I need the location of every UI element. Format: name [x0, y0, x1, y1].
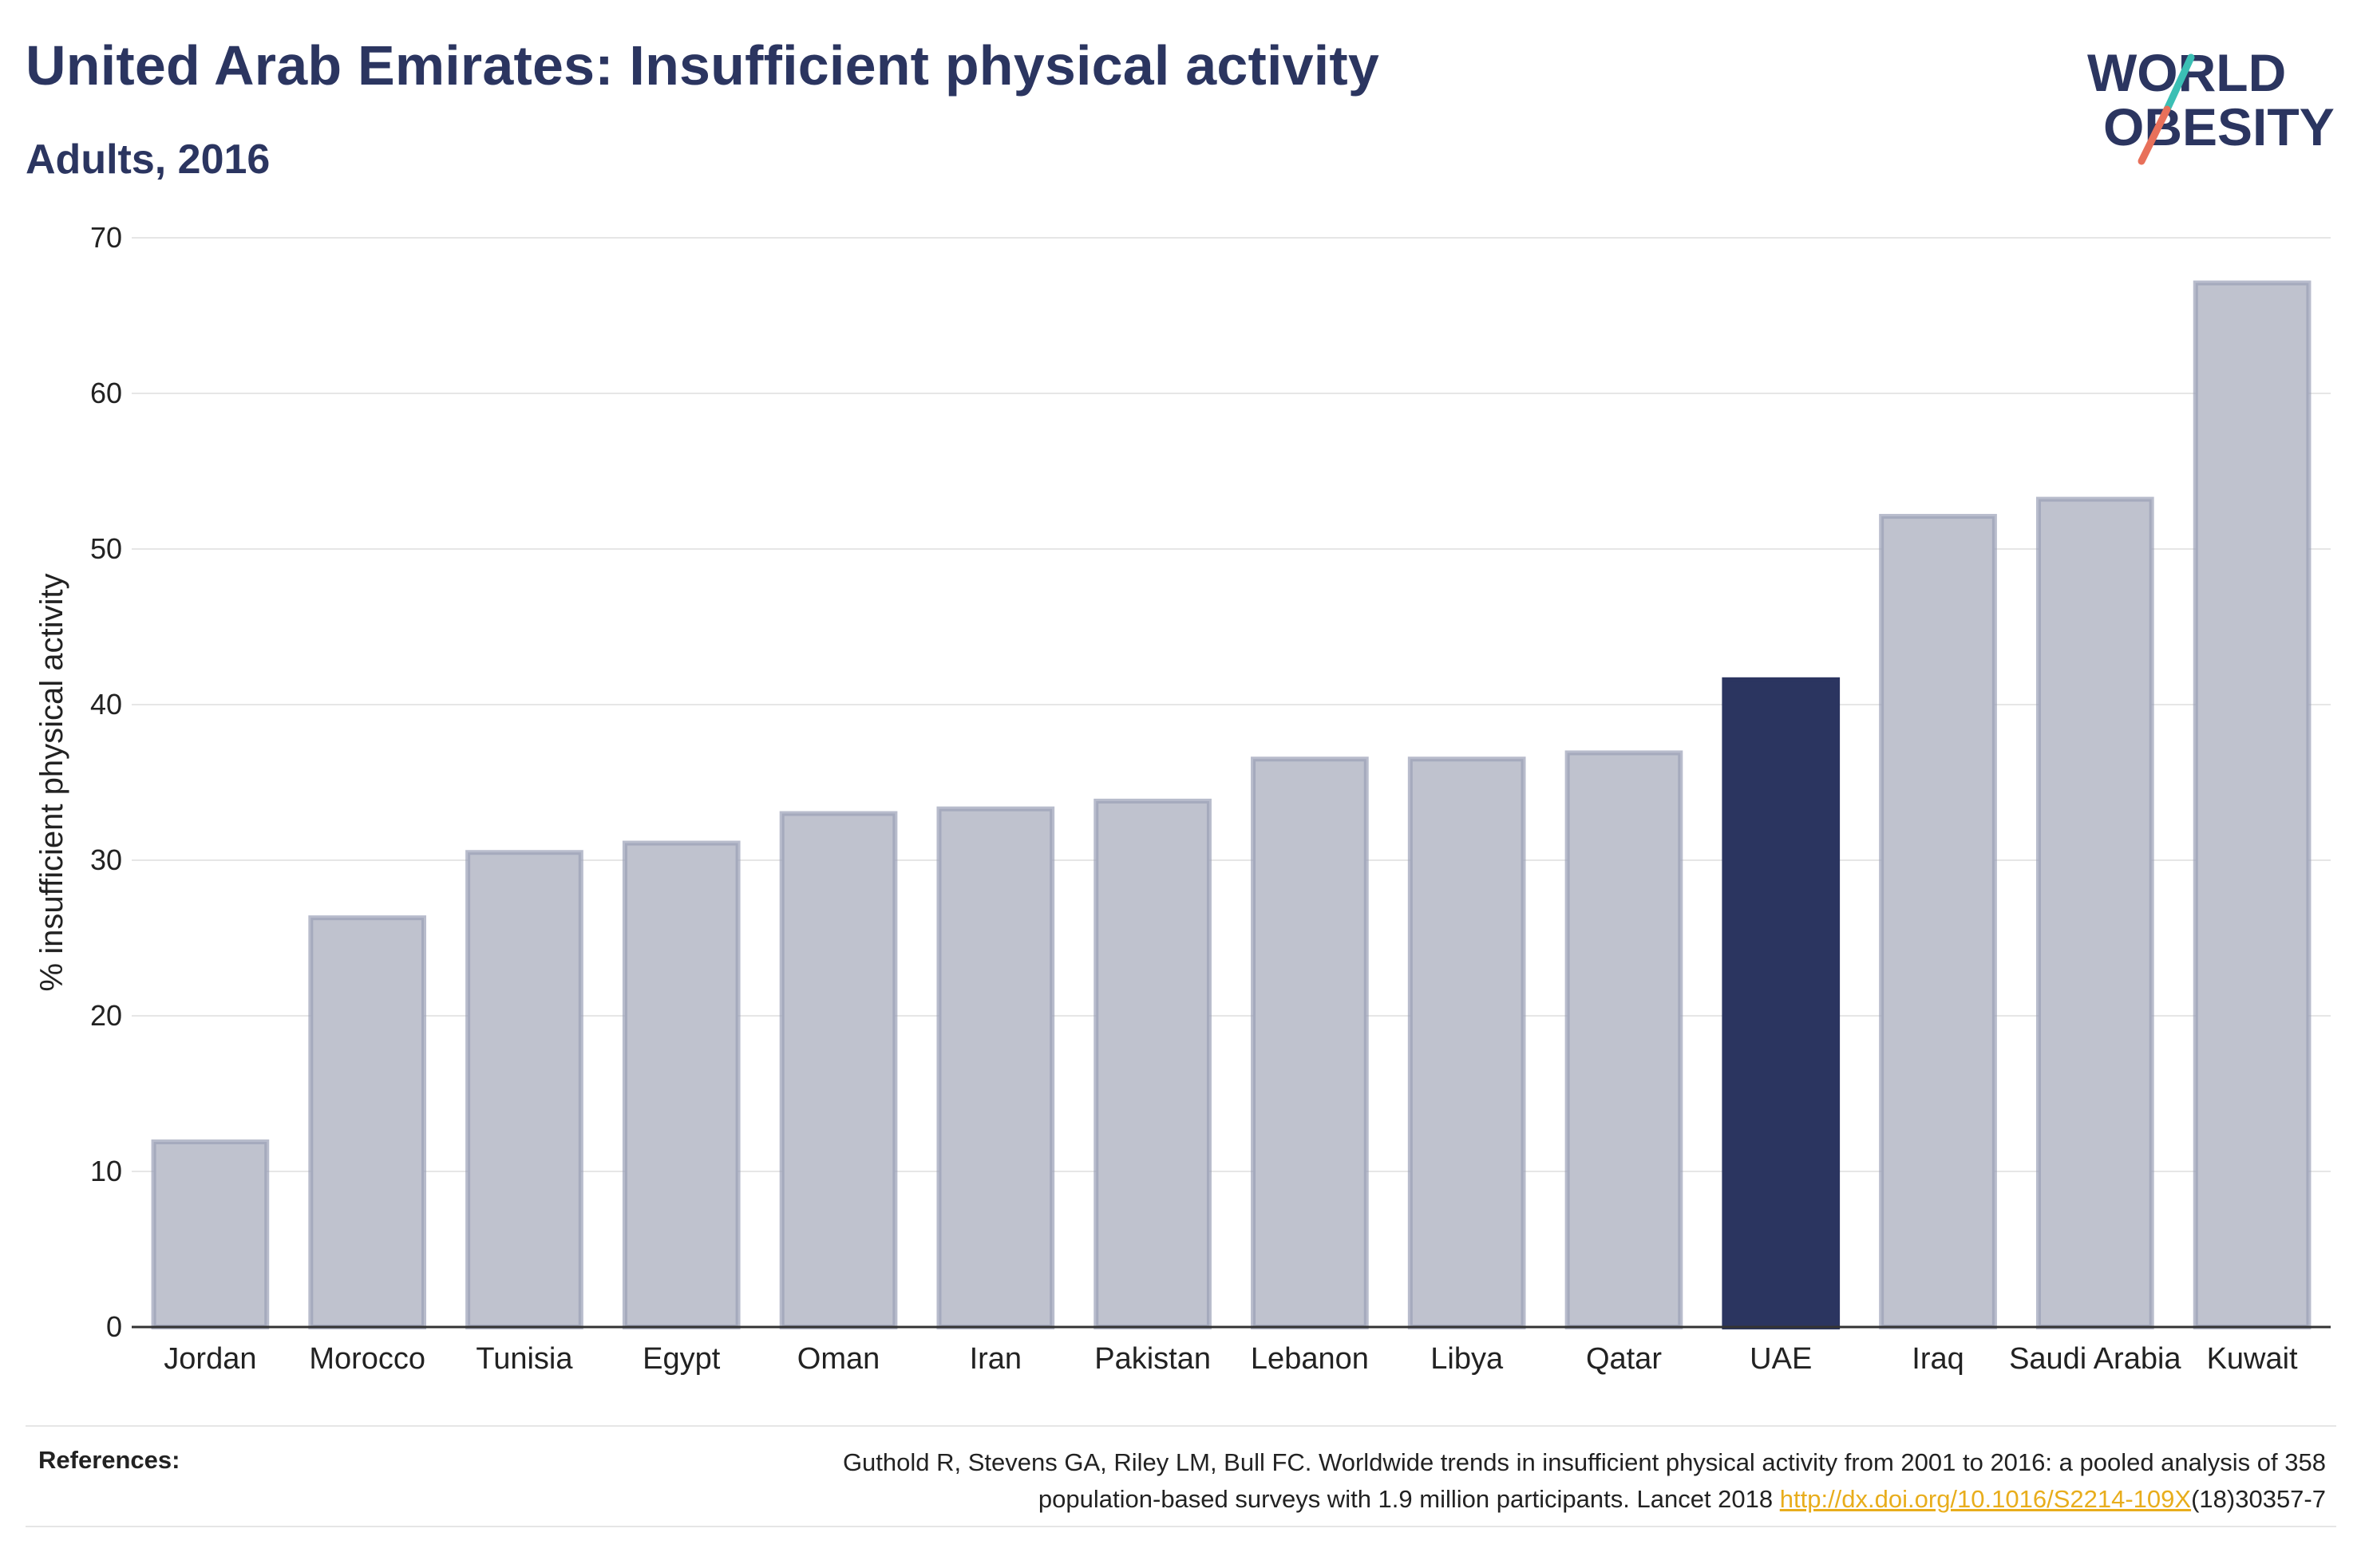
- chart-title: United Arab Emirates: Insufficient physi…: [26, 34, 1380, 97]
- bar-tunisia: [465, 850, 583, 1329]
- bar-egypt: [622, 840, 741, 1330]
- x-tick-label: Egypt: [643, 1342, 721, 1376]
- x-tick-label: Qatar: [1586, 1342, 1662, 1376]
- y-tick-label: 10: [90, 1155, 122, 1187]
- y-tick-label: 60: [90, 377, 122, 409]
- x-tick-label: Iraq: [1912, 1342, 1964, 1376]
- x-tick-label: UAE: [1750, 1342, 1812, 1376]
- reference-citation-part1: Guthold R, Stevens GA, Riley LM, Bull FC…: [842, 1448, 2326, 1476]
- bar-morocco: [308, 915, 427, 1329]
- logo-slash-bottom: [2138, 105, 2171, 165]
- bar-oman: [779, 811, 898, 1329]
- bar-pakistan: [1093, 798, 1212, 1329]
- x-tick-label: Oman: [797, 1342, 880, 1376]
- reference-citation-part3: (18)30357-7: [2191, 1485, 2326, 1513]
- bar-iraq: [1879, 514, 1997, 1329]
- bar-saudi-arabia: [2035, 496, 2154, 1329]
- x-tick-label: Saudi Arabia: [2009, 1342, 2181, 1376]
- bar-libya: [1407, 756, 1526, 1329]
- x-tick-label: Libya: [1430, 1342, 1504, 1376]
- x-tick-label: Kuwait: [2207, 1342, 2298, 1376]
- x-tick-label: Lebanon: [1251, 1342, 1369, 1376]
- y-axis-label: % insufficient physical activity: [34, 574, 69, 992]
- logo-slash-top: [2163, 53, 2195, 113]
- references-bottom-divider: [26, 1526, 2336, 1527]
- y-tick-label: 20: [90, 999, 122, 1032]
- x-tick-label: Jordan: [164, 1342, 256, 1376]
- bar-chart: 0 10 20 30 40 50 60 70 % insufficient physical a…: [34, 221, 2331, 1376]
- references-label: References:: [38, 1446, 180, 1474]
- reference-doi-link[interactable]: http://dx.doi.org/10.1016/S2214-109X: [1779, 1485, 2192, 1513]
- bar-iran: [936, 806, 1055, 1329]
- bar-kuwait: [2193, 280, 2312, 1329]
- y-tick-label: 0: [106, 1310, 122, 1343]
- y-tick-label: 40: [90, 688, 122, 721]
- bar-uae: [1722, 677, 1841, 1329]
- y-tick-label: 30: [90, 843, 122, 876]
- x-tick-label: Tunisia: [476, 1342, 573, 1376]
- reference-citation-part2: population-based surveys with 1.9 millio…: [1038, 1485, 1780, 1513]
- x-tick-label: Morocco: [309, 1342, 425, 1376]
- logo-text-obesity: OBESITY: [2103, 97, 2335, 156]
- y-tick-label: 70: [90, 221, 122, 254]
- chart-subtitle: Adults, 2016: [26, 136, 271, 183]
- x-tick-label: Iran: [970, 1342, 1022, 1376]
- y-tick-label: 50: [90, 532, 122, 565]
- x-tick-label: Pakistan: [1094, 1342, 1211, 1376]
- bar-jordan: [151, 1139, 270, 1329]
- references-top-divider: [26, 1425, 2336, 1427]
- world-obesity-logo: WORLD OBESITY: [2087, 43, 2335, 165]
- bar-lebanon: [1251, 756, 1369, 1329]
- bar-qatar: [1564, 750, 1683, 1329]
- references-text: Guthold R, Stevens GA, Riley LM, Bull FC…: [490, 1444, 2326, 1518]
